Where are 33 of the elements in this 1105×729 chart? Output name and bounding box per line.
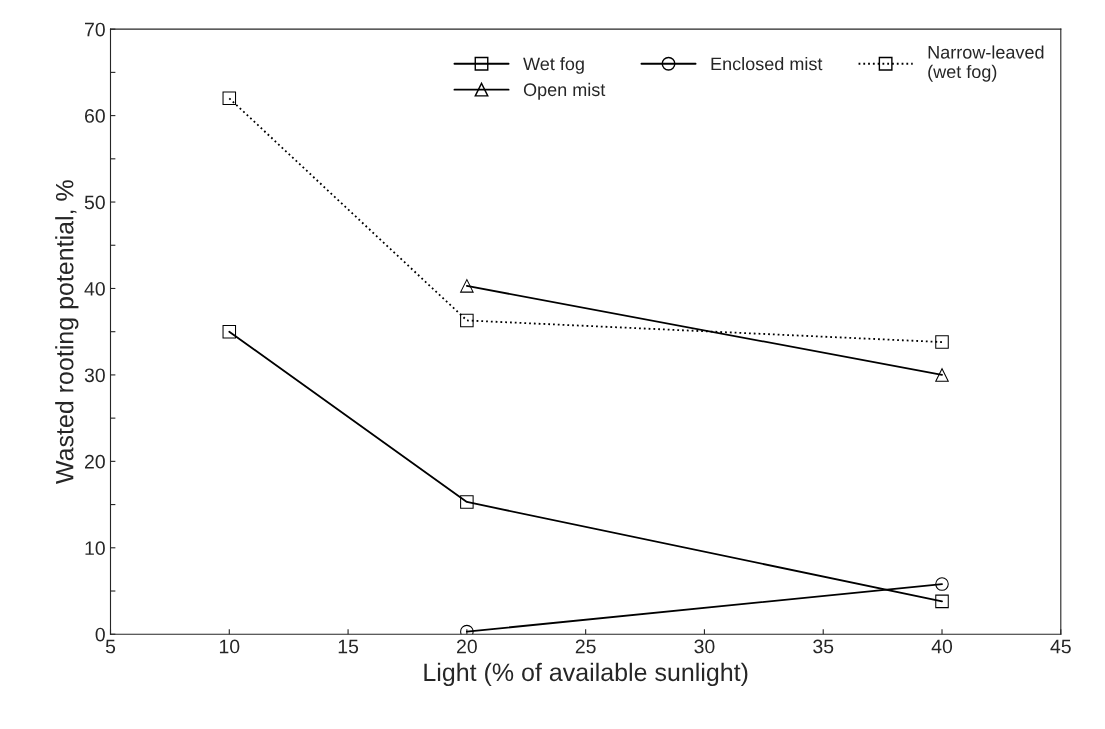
y-axis-title: Wasted rooting potential, % <box>55 180 79 484</box>
x-tick-label: 20 <box>457 639 477 654</box>
point <box>460 495 474 509</box>
y-tick-label: 40 <box>84 281 105 296</box>
x-tick-label: 35 <box>813 639 834 654</box>
legend-label: Open mist <box>523 82 606 100</box>
x-tick-label: 25 <box>575 639 596 654</box>
y-tick-label: 70 <box>85 22 105 37</box>
x-tick-label: 15 <box>338 639 359 654</box>
legend-label: Narrow-leaved (wet fog) <box>928 45 1044 82</box>
y-tick-label: 20 <box>84 454 105 469</box>
point <box>460 313 474 328</box>
y-tick-label: 0 <box>95 627 105 642</box>
x-tick-label: 10 <box>219 639 240 654</box>
x-tick-label: 45 <box>1050 639 1071 654</box>
x-tick-label: 40 <box>931 639 953 654</box>
y-tick-label: 60 <box>85 109 105 123</box>
x-axis-title: Light (% of available sunlight) <box>424 662 748 687</box>
x-tick-label: 30 <box>694 639 715 654</box>
point <box>935 368 949 382</box>
point <box>935 335 949 349</box>
legend-label: Wet fog <box>523 57 584 74</box>
y-tick-label: 30 <box>84 368 105 383</box>
point <box>460 624 474 635</box>
point <box>935 577 949 591</box>
point <box>460 279 474 293</box>
y-tick-label: 50 <box>84 195 105 210</box>
point <box>222 324 237 339</box>
legend-label: Enclosed mist <box>711 57 823 71</box>
point <box>222 91 237 106</box>
x-tick-label: 5 <box>105 639 116 654</box>
point <box>935 594 949 609</box>
y-tick-label: 10 <box>85 541 105 556</box>
